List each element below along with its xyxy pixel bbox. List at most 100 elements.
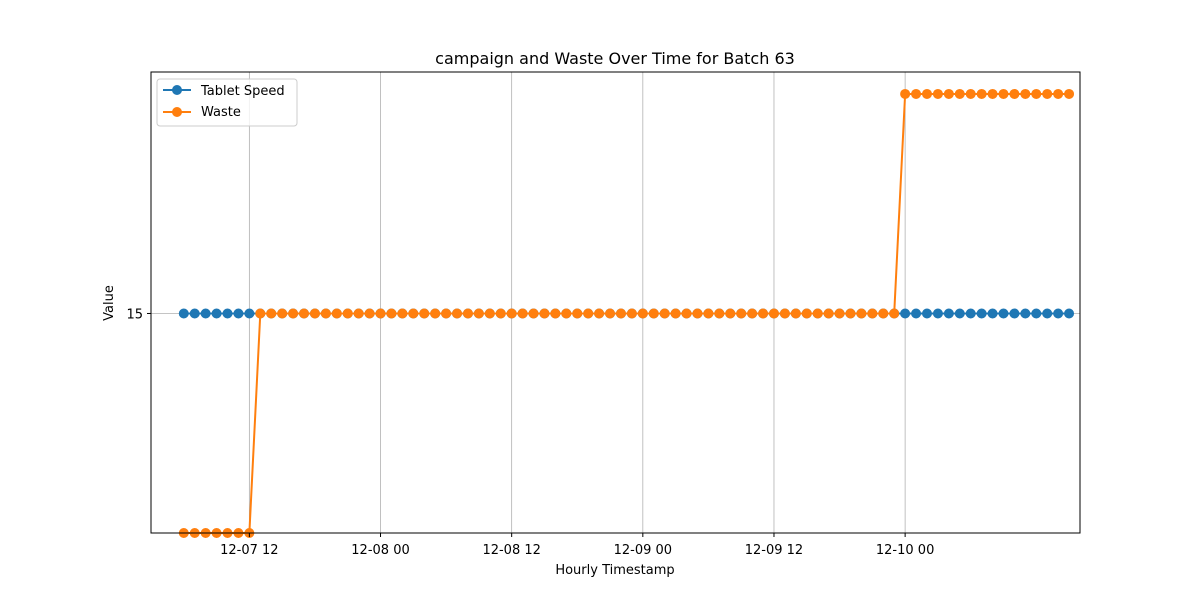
data-point-waste [309,308,320,319]
data-point-waste [550,308,561,319]
data-point-waste [714,308,725,319]
x-tick-label: 12-08 12 [482,543,540,558]
x-axis-label: Hourly Timestamp [555,563,674,578]
data-point-tablet-speed [976,308,987,319]
data-point-waste [484,308,495,319]
data-point-waste [1064,88,1075,99]
data-point-waste [834,308,845,319]
data-point-waste [397,308,408,319]
data-point-tablet-speed [943,308,954,319]
data-point-waste [812,308,823,319]
data-point-waste [462,308,473,319]
data-point-waste [386,308,397,319]
data-point-waste [747,308,758,319]
chart-title: campaign and Waste Over Time for Batch 6… [435,49,795,68]
data-point-waste [1020,88,1031,99]
data-point-tablet-speed [932,308,943,319]
series-line-waste [183,92,1070,534]
data-point-waste [943,88,954,99]
data-point-tablet-speed [222,308,233,319]
data-point-waste [408,308,419,319]
data-point-waste [266,308,277,319]
data-point-waste [932,88,943,99]
data-point-tablet-speed [178,308,189,319]
data-point-waste [441,308,452,319]
data-point-tablet-speed [200,308,211,319]
series-waste [178,88,1075,538]
legend-label-waste: Waste [201,105,241,120]
data-point-waste [277,308,288,319]
x-tick-label: 12-07 12 [220,543,278,558]
plot-frame [150,71,1081,534]
data-point-waste [430,308,441,319]
data-point-waste [473,308,484,319]
legend-marker-waste [172,107,182,117]
data-point-tablet-speed [965,308,976,319]
data-point-waste [790,308,801,319]
x-tick-label: 12-09 00 [614,543,672,558]
data-point-waste [998,88,1009,99]
data-point-waste [331,308,342,319]
data-point-waste [517,308,528,319]
data-point-tablet-speed [1053,308,1064,319]
data-point-tablet-speed [244,308,255,319]
data-point-waste [648,308,659,319]
data-point-tablet-speed [1042,308,1053,319]
data-point-waste [823,308,834,319]
data-point-waste [342,308,353,319]
data-point-tablet-speed [1009,308,1020,319]
data-point-waste [954,88,965,99]
data-point-waste [758,308,769,319]
data-point-waste [1009,88,1020,99]
y-axis-label: Value [102,285,117,321]
data-point-waste [976,88,987,99]
data-point-waste [637,308,648,319]
data-point-waste [539,308,550,319]
data-point-waste [965,88,976,99]
data-point-waste [1053,88,1064,99]
data-point-waste [626,308,637,319]
data-point-waste [255,308,266,319]
data-point-waste [583,308,594,319]
data-point-waste [987,88,998,99]
data-point-waste [878,308,889,319]
data-point-waste [495,308,506,319]
legend: Tablet Speed Waste [156,78,298,127]
data-point-waste [725,308,736,319]
data-point-waste [299,308,310,319]
data-point-waste [900,88,911,99]
data-point-waste [452,308,463,319]
legend-marker-tablet-speed [172,85,182,95]
x-tick-label: 12-09 12 [745,543,803,558]
data-point-tablet-speed [998,308,1009,319]
data-point-waste [801,308,812,319]
data-point-tablet-speed [900,308,911,319]
data-point-tablet-speed [233,308,244,319]
legend-box [156,78,298,127]
data-point-waste [736,308,747,319]
data-point-tablet-speed [954,308,965,319]
data-point-waste [375,308,386,319]
series-layer [178,88,1075,538]
data-point-waste [911,88,922,99]
legend-label-tablet-speed: Tablet Speed [200,84,285,99]
data-point-waste [419,308,430,319]
data-point-waste [506,308,517,319]
data-point-tablet-speed [1020,308,1031,319]
data-point-tablet-speed [987,308,998,319]
data-point-waste [889,308,900,319]
data-point-waste [615,308,626,319]
data-point-waste [528,308,539,319]
data-point-waste [353,308,364,319]
data-point-tablet-speed [1064,308,1075,319]
data-point-waste [659,308,670,319]
data-point-tablet-speed [911,308,922,319]
data-point-waste [561,308,572,319]
data-point-tablet-speed [921,308,932,319]
data-point-waste [1042,88,1053,99]
data-point-waste [605,308,616,319]
data-point-waste [856,308,867,319]
data-point-waste [921,88,932,99]
y-tick-label: 15 [126,307,143,322]
